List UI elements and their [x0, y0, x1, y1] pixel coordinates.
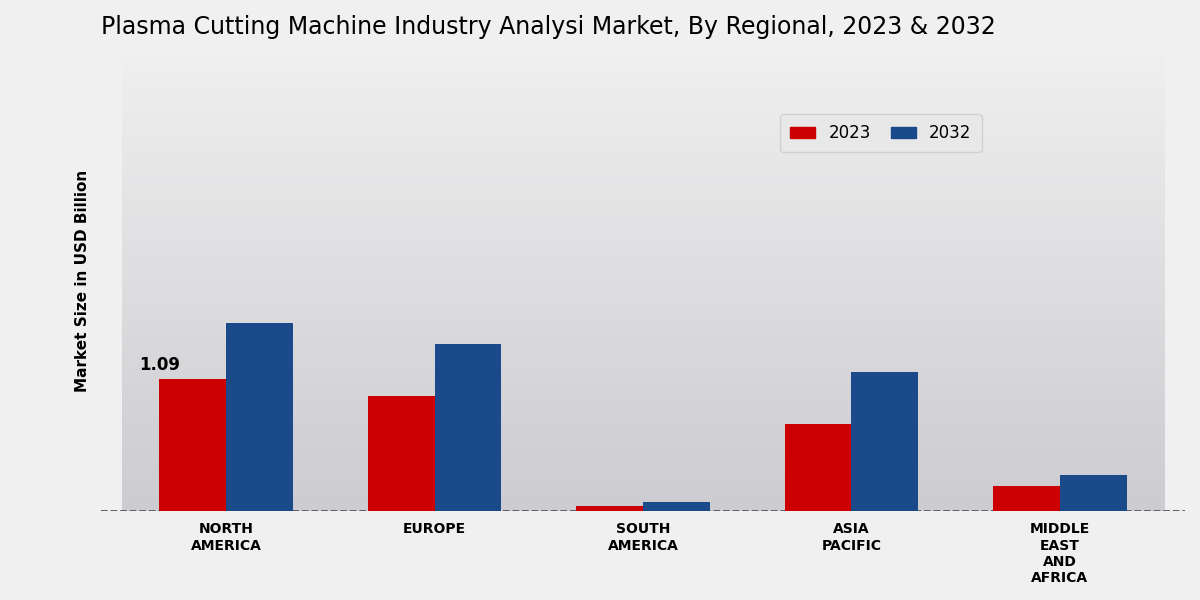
Bar	[994, 486, 1060, 511]
Bar	[160, 379, 226, 511]
Bar	[785, 424, 852, 511]
Bar	[434, 344, 502, 511]
Bar	[1060, 475, 1127, 511]
Y-axis label: Market Size in USD Billion: Market Size in USD Billion	[74, 170, 90, 392]
Text: Plasma Cutting Machine Industry Analysi Market, By Regional, 2023 & 2032: Plasma Cutting Machine Industry Analysi …	[101, 15, 996, 39]
Bar	[368, 396, 434, 511]
Text: 1.09: 1.09	[139, 356, 180, 374]
Bar	[226, 323, 293, 511]
Bar	[643, 502, 709, 511]
Bar	[576, 506, 643, 511]
Bar	[852, 372, 918, 511]
Legend: 2023, 2032: 2023, 2032	[780, 114, 982, 152]
